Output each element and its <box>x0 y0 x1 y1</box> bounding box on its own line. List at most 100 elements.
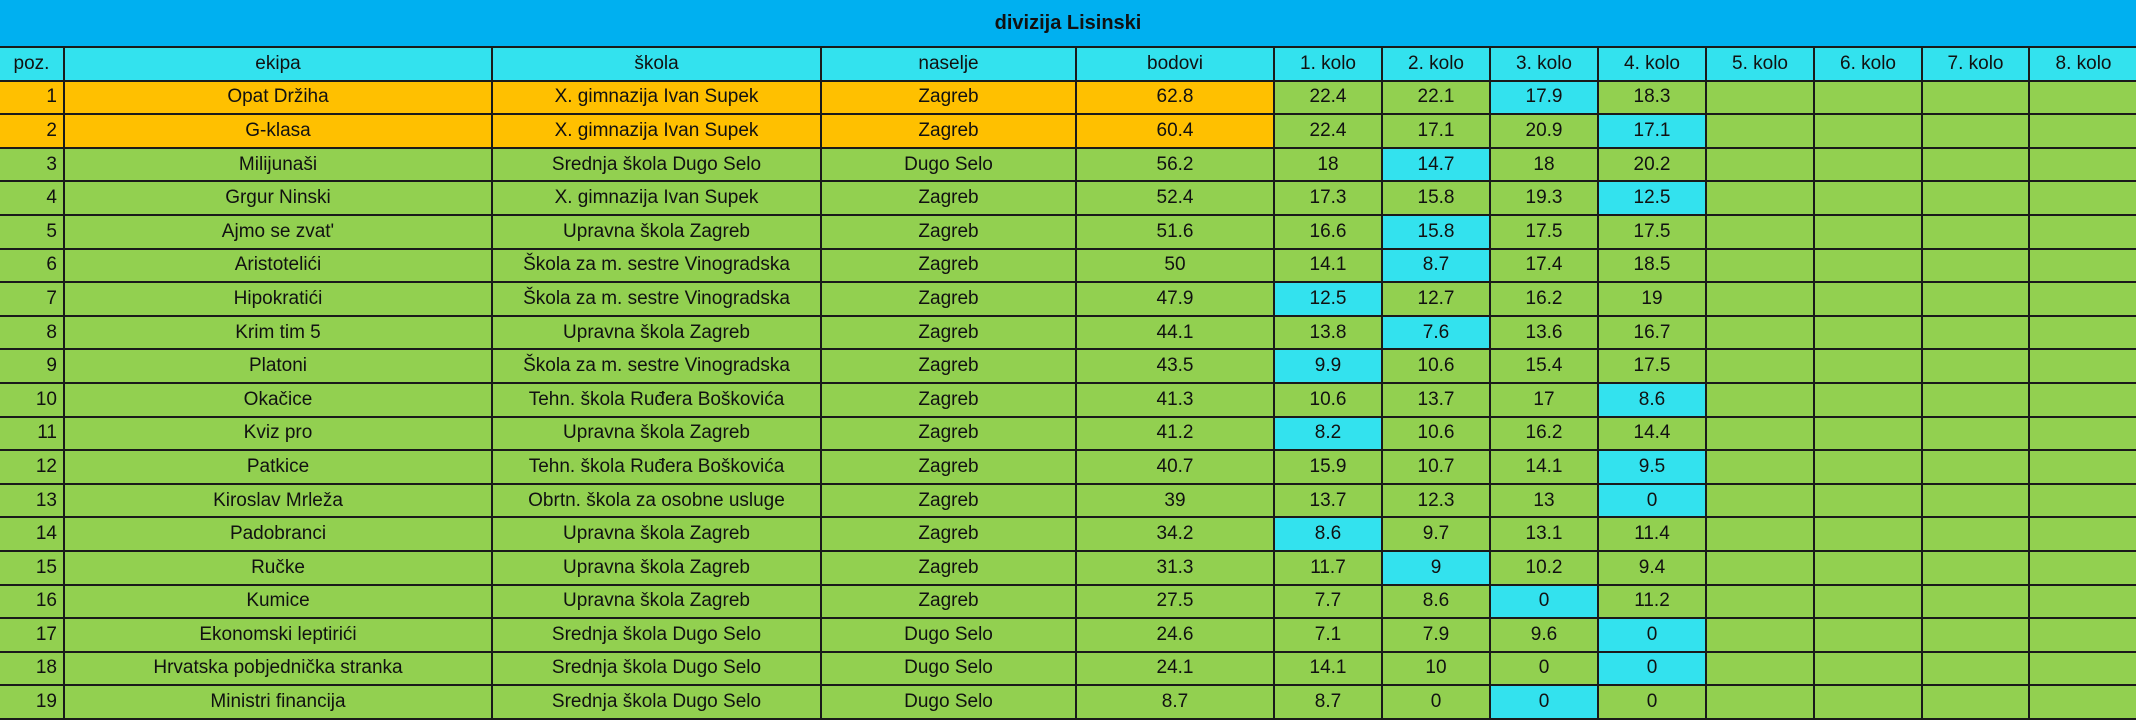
round-6-cell[interactable] <box>1815 316 1923 351</box>
round-1-cell[interactable]: 12.5 <box>1275 283 1383 317</box>
points-cell[interactable]: 62.8 <box>1077 81 1275 116</box>
round-3-cell[interactable]: 0 <box>1491 652 1599 687</box>
position-cell[interactable]: 7 <box>0 283 65 317</box>
round-1-cell[interactable]: 18 <box>1275 148 1383 183</box>
round-1-cell[interactable]: 7.7 <box>1275 585 1383 620</box>
round-5-cell[interactable] <box>1707 316 1815 351</box>
school-cell[interactable]: Škola za m. sestre Vinogradska <box>493 249 822 284</box>
round-7-cell[interactable] <box>1923 148 2030 183</box>
position-cell[interactable]: 16 <box>0 585 65 620</box>
round-8-cell[interactable] <box>2030 652 2136 687</box>
round-5-cell[interactable] <box>1707 686 1815 720</box>
round-8-cell[interactable] <box>2030 686 2136 720</box>
round-1-cell[interactable]: 14.1 <box>1275 249 1383 284</box>
round-4-cell[interactable]: 19 <box>1599 283 1707 317</box>
round-2-cell[interactable]: 12.3 <box>1383 484 1491 519</box>
round-5-cell[interactable] <box>1707 350 1815 384</box>
team-cell[interactable]: Aristotelići <box>65 249 493 284</box>
town-cell[interactable]: Zagreb <box>822 585 1077 620</box>
round-2-cell[interactable]: 8.6 <box>1383 585 1491 620</box>
round-5-cell[interactable] <box>1707 81 1815 116</box>
round-1-cell[interactable]: 9.9 <box>1275 350 1383 384</box>
column-header[interactable]: 8. kolo <box>2030 48 2136 82</box>
school-cell[interactable]: Upravna škola Zagreb <box>493 518 822 552</box>
round-3-cell[interactable]: 18 <box>1491 148 1599 183</box>
round-8-cell[interactable] <box>2030 585 2136 620</box>
column-header[interactable]: naselje <box>822 48 1077 82</box>
position-cell[interactable]: 17 <box>0 619 65 653</box>
round-4-cell[interactable]: 0 <box>1599 686 1707 720</box>
round-6-cell[interactable] <box>1815 518 1923 552</box>
town-cell[interactable]: Zagreb <box>822 551 1077 586</box>
team-cell[interactable]: Grgur Ninski <box>65 182 493 216</box>
round-3-cell[interactable]: 0 <box>1491 585 1599 620</box>
town-cell[interactable]: Dugo Selo <box>822 148 1077 183</box>
round-2-cell[interactable]: 10.6 <box>1383 417 1491 452</box>
round-4-cell[interactable]: 18.3 <box>1599 81 1707 116</box>
round-7-cell[interactable] <box>1923 652 2030 687</box>
round-1-cell[interactable]: 13.7 <box>1275 484 1383 519</box>
round-1-cell[interactable]: 15.9 <box>1275 451 1383 485</box>
round-7-cell[interactable] <box>1923 619 2030 653</box>
round-1-cell[interactable]: 8.6 <box>1275 518 1383 552</box>
round-6-cell[interactable] <box>1815 182 1923 216</box>
round-5-cell[interactable] <box>1707 518 1815 552</box>
round-8-cell[interactable] <box>2030 81 2136 116</box>
round-4-cell[interactable]: 17.5 <box>1599 215 1707 250</box>
town-cell[interactable]: Zagreb <box>822 417 1077 452</box>
town-cell[interactable]: Zagreb <box>822 115 1077 149</box>
team-cell[interactable]: Opat Držiha <box>65 81 493 116</box>
round-7-cell[interactable] <box>1923 383 2030 418</box>
town-cell[interactable]: Zagreb <box>822 182 1077 216</box>
round-2-cell[interactable]: 9 <box>1383 551 1491 586</box>
round-5-cell[interactable] <box>1707 283 1815 317</box>
round-8-cell[interactable] <box>2030 451 2136 485</box>
round-5-cell[interactable] <box>1707 115 1815 149</box>
round-2-cell[interactable]: 15.8 <box>1383 182 1491 216</box>
points-cell[interactable]: 51.6 <box>1077 215 1275 250</box>
round-5-cell[interactable] <box>1707 484 1815 519</box>
round-5-cell[interactable] <box>1707 619 1815 653</box>
round-8-cell[interactable] <box>2030 316 2136 351</box>
round-3-cell[interactable]: 17.9 <box>1491 81 1599 116</box>
points-cell[interactable]: 41.3 <box>1077 383 1275 418</box>
round-6-cell[interactable] <box>1815 652 1923 687</box>
round-3-cell[interactable]: 13 <box>1491 484 1599 519</box>
column-header[interactable]: 5. kolo <box>1707 48 1815 82</box>
round-8-cell[interactable] <box>2030 551 2136 586</box>
column-header[interactable]: bodovi <box>1077 48 1275 82</box>
team-cell[interactable]: Platoni <box>65 350 493 384</box>
team-cell[interactable]: Hipokratići <box>65 283 493 317</box>
round-2-cell[interactable]: 22.1 <box>1383 81 1491 116</box>
round-6-cell[interactable] <box>1815 215 1923 250</box>
round-4-cell[interactable]: 9.5 <box>1599 451 1707 485</box>
points-cell[interactable]: 24.1 <box>1077 652 1275 687</box>
town-cell[interactable]: Dugo Selo <box>822 686 1077 720</box>
round-3-cell[interactable]: 0 <box>1491 686 1599 720</box>
round-7-cell[interactable] <box>1923 249 2030 284</box>
school-cell[interactable]: Tehn. škola Ruđera Boškovića <box>493 451 822 485</box>
round-5-cell[interactable] <box>1707 249 1815 284</box>
town-cell[interactable]: Zagreb <box>822 283 1077 317</box>
round-4-cell[interactable]: 8.6 <box>1599 383 1707 418</box>
points-cell[interactable]: 60.4 <box>1077 115 1275 149</box>
round-7-cell[interactable] <box>1923 551 2030 586</box>
position-cell[interactable]: 9 <box>0 350 65 384</box>
points-cell[interactable]: 52.4 <box>1077 182 1275 216</box>
town-cell[interactable]: Dugo Selo <box>822 652 1077 687</box>
round-7-cell[interactable] <box>1923 283 2030 317</box>
round-1-cell[interactable]: 13.8 <box>1275 316 1383 351</box>
round-1-cell[interactable]: 11.7 <box>1275 551 1383 586</box>
round-4-cell[interactable]: 16.7 <box>1599 316 1707 351</box>
round-5-cell[interactable] <box>1707 451 1815 485</box>
round-1-cell[interactable]: 7.1 <box>1275 619 1383 653</box>
position-cell[interactable]: 8 <box>0 316 65 351</box>
position-cell[interactable]: 6 <box>0 249 65 284</box>
town-cell[interactable]: Zagreb <box>822 81 1077 116</box>
round-2-cell[interactable]: 10.6 <box>1383 350 1491 384</box>
round-4-cell[interactable]: 0 <box>1599 484 1707 519</box>
round-3-cell[interactable]: 17.4 <box>1491 249 1599 284</box>
round-4-cell[interactable]: 17.5 <box>1599 350 1707 384</box>
team-cell[interactable]: Hrvatska pobjednička stranka <box>65 652 493 687</box>
round-2-cell[interactable]: 12.7 <box>1383 283 1491 317</box>
